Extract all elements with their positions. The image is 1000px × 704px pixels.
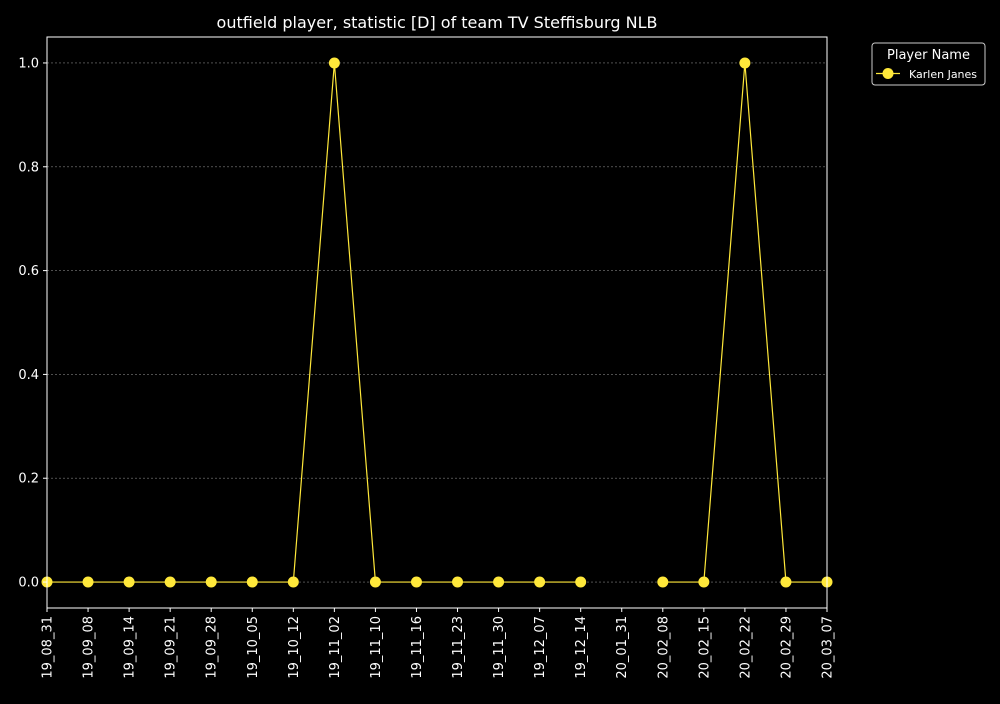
legend-dot-marker [882,68,894,79]
data-point [246,576,258,588]
legend-box [871,42,986,86]
data-point [328,57,340,69]
y-tick-label: 1.0 [18,56,39,71]
data-point [739,57,751,69]
data-point [493,576,505,588]
x-axis: 19_08_31 19_09_08 19_09_14 19_09_21 19_09_28… [41,608,836,679]
data-point [780,576,792,588]
x-tick-label: 19_11_23 [451,616,466,679]
y-tick-label: 0.4 [18,368,39,383]
y-tick-label: 0.6 [18,264,39,279]
x-tick-label: 19_11_10 [369,616,384,679]
y-axis: 0.0 0.2 0.4 0.6 0.8 1.0 [18,56,47,591]
data-point [575,576,587,588]
x-tick-label: 20_02_22 [738,616,753,679]
x-tick-label: 19_11_16 [410,616,425,679]
data-point [534,576,546,588]
data-point [452,576,464,588]
x-tick-label: 20_01_31 [615,616,630,679]
x-tick-label: 19_10_12 [287,616,302,679]
x-tick-label: 19_10_05 [246,616,261,679]
data-point [287,576,299,588]
x-tick-label: 20_03_07 [821,616,836,679]
data-point [657,576,669,588]
x-tick-label: 19_12_07 [533,616,548,679]
data-point [82,576,94,588]
data-point [369,576,381,588]
x-tick-label: 19_09_08 [82,616,97,679]
y-tick-label: 0.8 [18,160,39,175]
data-point [164,576,176,588]
data-point [410,576,422,588]
x-tick-label: 19_08_31 [41,616,56,679]
legend: Player Name Karlen Janes [871,42,986,86]
legend-title: Player Name [887,48,970,63]
y-tick-label: 0.0 [18,576,39,591]
x-tick-label: 19_11_02 [328,616,343,679]
x-tick-label: 19_09_21 [164,616,179,679]
x-tick-label: 19_12_14 [574,616,589,679]
y-tick-label: 0.2 [18,472,39,487]
x-tick-label: 20_02_15 [697,616,712,679]
legend-series-label: Karlen Janes [909,68,977,81]
plot-area-frame [46,36,828,609]
data-point [123,576,135,588]
chart-title: outfield player, statistic [D] of team T… [217,13,658,32]
series-line [47,62,581,583]
x-tick-label: 19_09_28 [205,616,220,679]
x-tick-label: 19_11_30 [492,616,507,679]
x-tick-label: 19_09_14 [123,616,138,679]
x-tick-label: 20_02_29 [779,616,794,679]
x-tick-label: 20_02_08 [656,616,671,679]
data-point [698,576,710,588]
series-layer [41,57,833,588]
data-point [205,576,217,588]
